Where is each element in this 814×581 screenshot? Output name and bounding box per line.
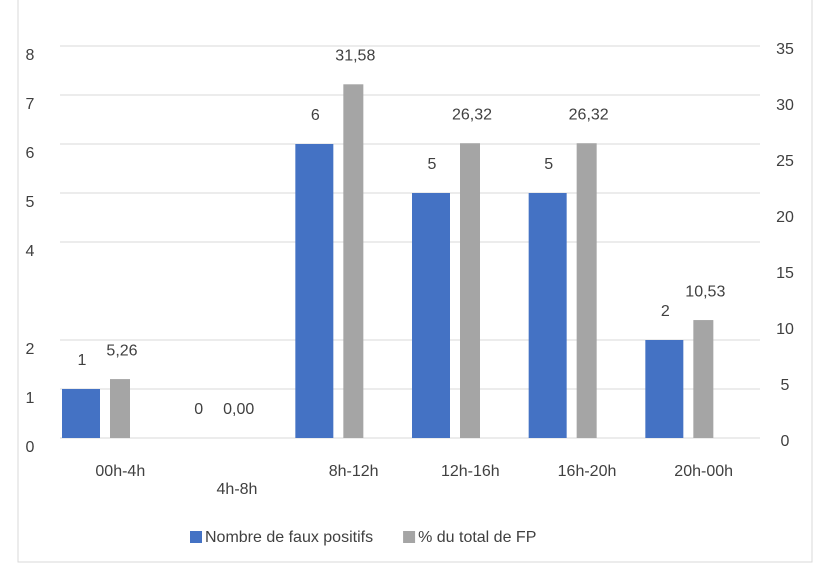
bar bbox=[528, 193, 567, 438]
y2-tick-label: 10 bbox=[776, 321, 794, 338]
y2-tick-label: 5 bbox=[781, 377, 790, 394]
x-tick-label: 8h-12h bbox=[329, 463, 379, 480]
x-tick-label: 12h-16h bbox=[441, 463, 500, 480]
y-tick-label: 8 bbox=[26, 47, 35, 64]
legend-label: Nombre de faux positifs bbox=[205, 529, 373, 546]
y-tick-label: 6 bbox=[26, 145, 35, 162]
y-tick-label: 1 bbox=[26, 390, 35, 407]
data-label: 0 bbox=[194, 401, 203, 418]
bar bbox=[62, 389, 100, 438]
legend-swatch bbox=[190, 531, 202, 543]
data-label: 6 bbox=[311, 107, 320, 124]
data-label: 0,00 bbox=[223, 401, 254, 418]
x-tick-label: 00h-4h bbox=[95, 463, 145, 480]
data-label: 10,53 bbox=[685, 283, 725, 300]
data-label: 26,32 bbox=[452, 106, 492, 123]
data-label: 5 bbox=[428, 156, 437, 173]
x-tick-label: 16h-20h bbox=[558, 463, 617, 480]
bar bbox=[576, 143, 597, 438]
y-tick-label: 7 bbox=[26, 96, 35, 113]
y-tick-label: 5 bbox=[26, 194, 35, 211]
bar bbox=[343, 84, 364, 438]
bar bbox=[295, 144, 334, 438]
y2-tick-label: 30 bbox=[776, 97, 794, 114]
data-label: 1 bbox=[78, 352, 87, 369]
x-tick-label: 4h-8h bbox=[217, 481, 258, 498]
bar bbox=[110, 379, 130, 438]
y2-tick-label: 20 bbox=[776, 209, 794, 226]
data-label: 31,58 bbox=[335, 48, 375, 65]
y-tick-label: 4 bbox=[26, 243, 35, 260]
bar bbox=[412, 193, 450, 438]
legend-swatch bbox=[403, 531, 416, 543]
y2-tick-label: 15 bbox=[776, 265, 794, 282]
data-label: 5,26 bbox=[106, 342, 137, 359]
legend-label: % du total de FP bbox=[418, 529, 536, 546]
chart-border bbox=[17, 0, 813, 563]
y2-tick-label: 35 bbox=[776, 41, 794, 58]
y2-tick-label: 0 bbox=[781, 433, 790, 450]
y-tick-label: 2 bbox=[26, 341, 35, 358]
data-label: 26,32 bbox=[569, 106, 609, 123]
x-tick-label: 20h-00h bbox=[674, 463, 733, 480]
y-tick-label: 0 bbox=[26, 439, 35, 456]
y2-tick-label: 25 bbox=[776, 153, 794, 170]
bar bbox=[460, 143, 480, 438]
data-label: 5 bbox=[544, 156, 553, 173]
bar bbox=[645, 340, 684, 438]
bar bbox=[693, 320, 714, 438]
data-label: 2 bbox=[661, 303, 670, 320]
